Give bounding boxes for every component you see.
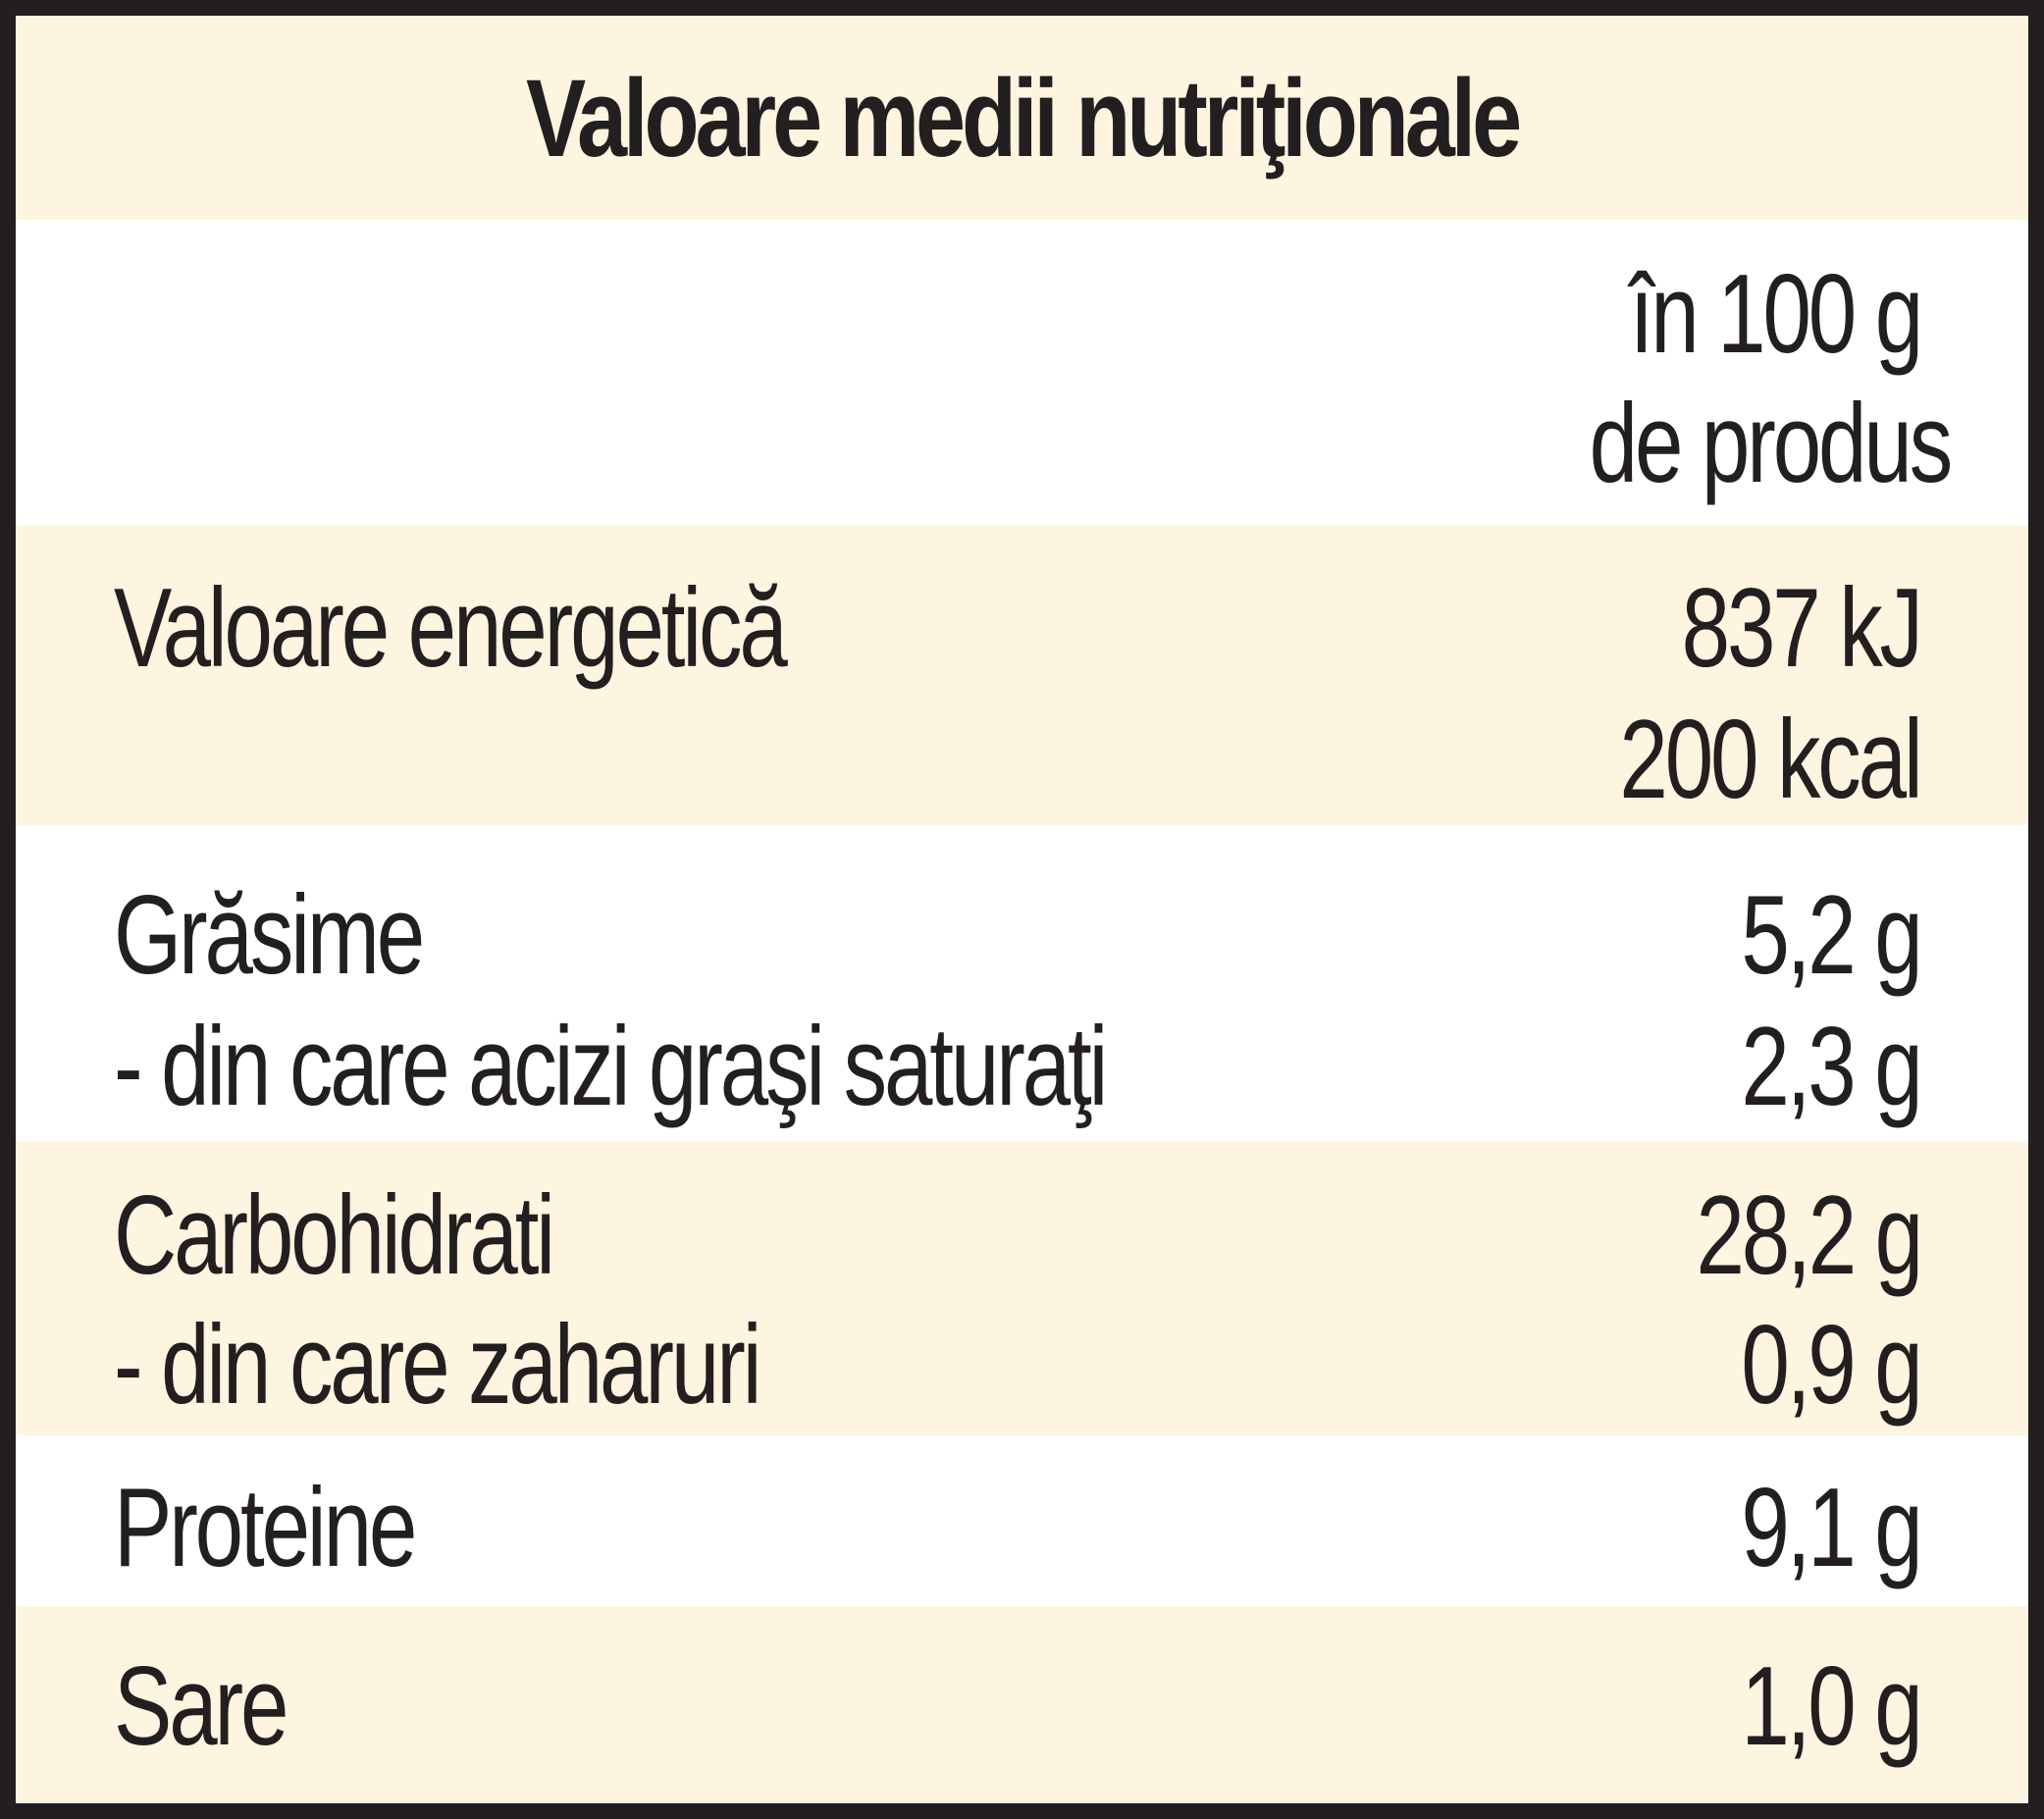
sugars-label: - din care zaharuri xyxy=(114,1303,761,1428)
carbohydrates-label: Carbohidrati xyxy=(114,1173,555,1298)
energy-row: Valoare energetică 837 kJ 200 kcal xyxy=(16,526,2028,825)
fat-value: 5,2 g xyxy=(1741,873,1923,998)
energy-label: Valoare energetică xyxy=(114,566,788,691)
column-header-line-1: în 100 g xyxy=(1629,252,1924,377)
energy-kj-value: 837 kJ xyxy=(1681,566,1923,691)
fat-row: Grăsime 5,2 g - din care acizi graşi sat… xyxy=(16,825,2028,1141)
column-header-line-2: de produs xyxy=(1589,382,1954,506)
salt-row: Sare 1,0 g xyxy=(16,1606,2028,1803)
fat-label: Grăsime xyxy=(114,873,425,998)
table-title: Valoare medii nutriţionale xyxy=(525,56,1522,180)
energy-kcal-value: 200 kcal xyxy=(1619,698,1923,822)
salt-label: Sare xyxy=(114,1644,288,1769)
saturated-fat-value: 2,3 g xyxy=(1741,1005,1923,1129)
saturated-fat-label: - din care acizi graşi saturaţi xyxy=(114,1005,1108,1129)
salt-value: 1,0 g xyxy=(1741,1644,1923,1769)
column-header-row: în 100 g de produs xyxy=(16,220,2028,526)
protein-label: Proteine xyxy=(114,1466,417,1590)
sugars-value: 0,9 g xyxy=(1741,1303,1923,1428)
title-bar: Valoare medii nutriţionale xyxy=(16,16,2028,237)
carbohydrates-value: 28,2 g xyxy=(1696,1173,1923,1298)
carbohydrates-row: Carbohidrati 28,2 g - din care zaharuri … xyxy=(16,1141,2028,1435)
protein-value: 9,1 g xyxy=(1741,1466,1923,1590)
protein-row: Proteine 9,1 g xyxy=(16,1435,2028,1606)
